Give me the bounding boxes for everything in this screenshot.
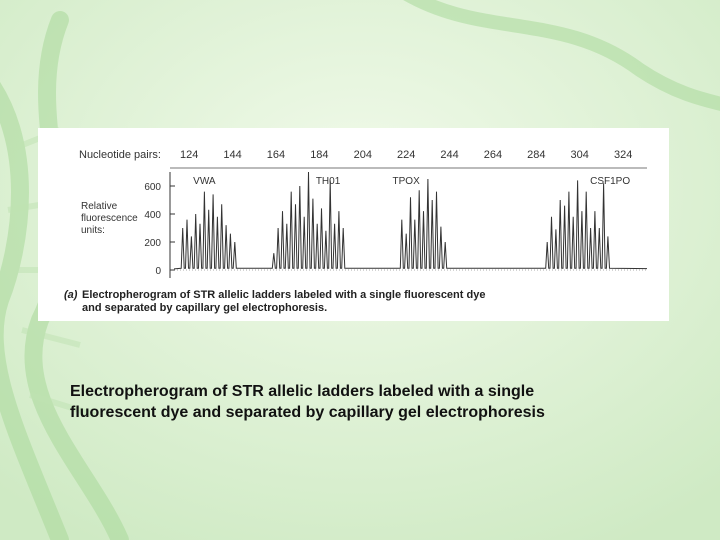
slide-caption-line-2: fluorescent dye and separated by capilla…: [70, 404, 545, 421]
x-tick-label-6: 244: [440, 149, 458, 161]
x-tick-label-5: 224: [397, 149, 415, 161]
figure-caption-line-2: and separated by capillary gel electroph…: [82, 302, 327, 314]
locus-label-vwa: VWA: [193, 176, 216, 187]
y-tick-label-3: 600: [144, 182, 161, 193]
x-tick-label-7: 264: [484, 149, 502, 161]
slide-caption: Electropherogram of STR allelic ladders …: [70, 381, 630, 423]
y-axis-label-line-3: units:: [81, 225, 105, 236]
x-axis: Nucleotide pairs: 124 144 164 184 204 224 244 2…: [79, 149, 647, 169]
figure-caption-line-1: Electropherogram of STR allelic ladders …: [82, 289, 485, 301]
y-axis: Relative fluorescence units: 0 200 400 600: [81, 172, 175, 278]
x-tick-label-8: 284: [527, 149, 545, 161]
locus-label-csf1po: CSF1PO: [590, 176, 630, 187]
figure-caption: (a) Electropherogram of STR allelic ladd…: [64, 289, 485, 314]
x-tick-label-0: 124: [180, 149, 198, 161]
x-tick-label-4: 204: [354, 149, 372, 161]
y-tick-label-1: 200: [144, 238, 161, 249]
y-tick-label-2: 400: [144, 210, 161, 221]
x-tick-label-9: 304: [571, 149, 589, 161]
locus-label-tpox: TPOX: [393, 176, 421, 187]
trace-line: [173, 171, 648, 270]
x-tick-label-10: 324: [614, 149, 632, 161]
x-tick-label-3: 184: [310, 149, 328, 161]
locus-label-th01: TH01: [316, 176, 341, 187]
y-axis-label-line-2: fluorescence: [81, 213, 138, 224]
figure-caption-label: (a): [64, 289, 78, 301]
x-tick-label-2: 164: [267, 149, 285, 161]
electropherogram-chart: Nucleotide pairs: 124 144 164 184 204 224 244 2…: [64, 149, 648, 314]
y-axis-label-line-1: Relative: [81, 201, 118, 212]
y-tick-label-0: 0: [155, 266, 161, 277]
x-axis-label: Nucleotide pairs:: [79, 149, 161, 161]
x-tick-label-1: 144: [223, 149, 241, 161]
electropherogram-figure: Nucleotide pairs: 124 144 164 184 204 224 244 2…: [38, 128, 669, 321]
slide-caption-line-1: Electropherogram of STR allelic ladders …: [70, 383, 535, 400]
trace: [173, 171, 648, 271]
